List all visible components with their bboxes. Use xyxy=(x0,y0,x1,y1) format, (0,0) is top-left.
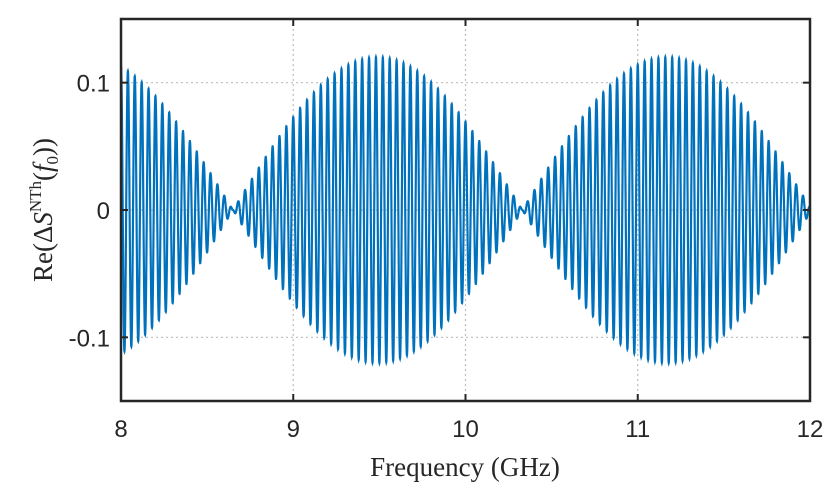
tick-marks xyxy=(120,19,811,401)
y-label-symbol: S xyxy=(28,212,58,226)
y-label-superscript: NTh xyxy=(26,180,45,212)
y-label-arg: f xyxy=(28,161,58,172)
x-tick-labels: 8 9 10 11 12 xyxy=(114,416,823,443)
y-label-delta: Δ xyxy=(28,226,58,243)
y-label-subscript: 0 xyxy=(43,156,62,165)
x-tick-label: 12 xyxy=(797,416,824,443)
y-label-open: ( xyxy=(28,172,58,181)
y-label-close: )) xyxy=(28,138,58,156)
x-axis-label: Frequency (GHz) xyxy=(370,452,560,482)
x-tick-label: 9 xyxy=(287,416,300,443)
y-tick-labels: -0.1 0 0.1 xyxy=(69,71,110,353)
grid-lines xyxy=(121,19,810,401)
y-tick-label: -0.1 xyxy=(69,325,110,352)
series-line xyxy=(121,53,810,368)
x-tick-label: 10 xyxy=(452,416,479,443)
x-tick-label: 8 xyxy=(114,416,127,443)
y-axis-label: Re(ΔSNTh(f0)) xyxy=(26,138,62,282)
y-tick-label: 0 xyxy=(97,198,110,225)
y-tick-label: 0.1 xyxy=(77,71,110,98)
y-label-prefix: Re( xyxy=(28,243,58,282)
x-tick-label: 11 xyxy=(625,416,650,443)
